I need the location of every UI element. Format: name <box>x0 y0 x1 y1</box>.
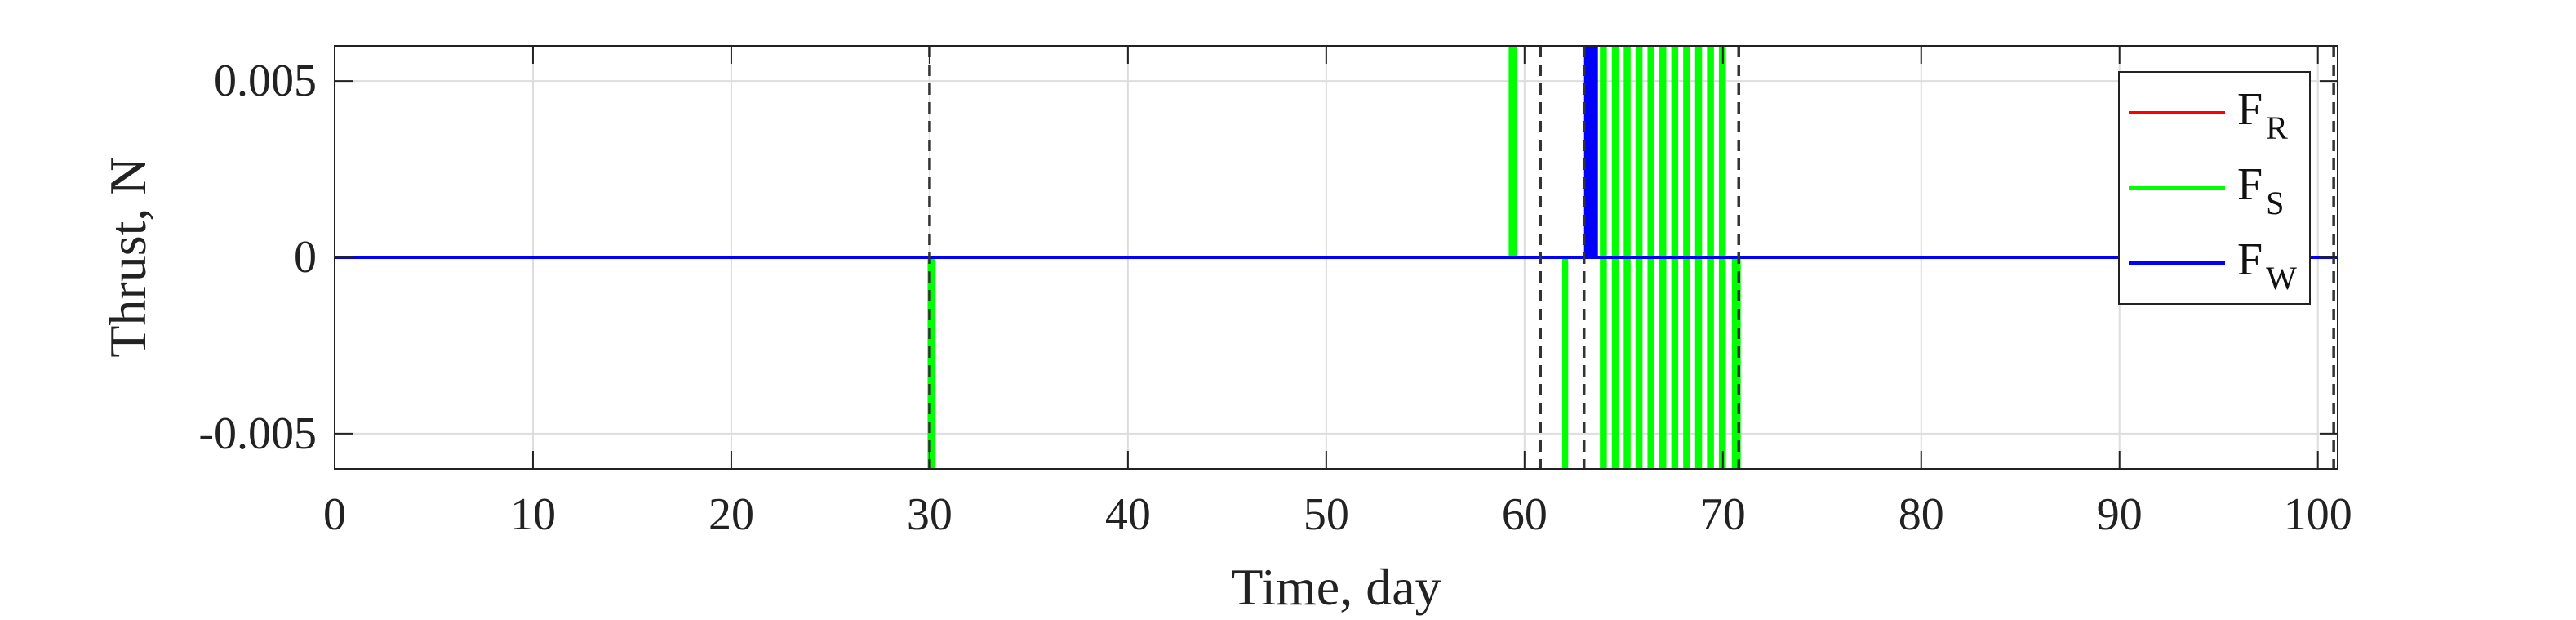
y-axis-label: Thrust, N <box>99 157 157 357</box>
x-tick-label: 50 <box>1304 489 1349 540</box>
pulse-F_S <box>1718 46 1726 257</box>
pulse-F_S <box>1731 257 1741 469</box>
pulse-F_S <box>1561 257 1569 469</box>
pulse-F_S <box>1623 46 1631 257</box>
pulse-F_W <box>1583 46 1598 257</box>
x-tick-label: 60 <box>1502 489 1548 540</box>
x-axis-label: Time, day <box>1231 558 1441 616</box>
pulse-F_S <box>1694 46 1703 257</box>
pulse-F_S <box>1647 257 1654 469</box>
pulse-F_S <box>1718 257 1726 469</box>
plot-series <box>335 46 2338 469</box>
x-tick-label: 100 <box>2284 489 2352 540</box>
x-tick-label: 30 <box>907 489 953 540</box>
y-tick-label: 0 <box>294 232 317 283</box>
pulse-F_S <box>927 257 936 469</box>
x-tick-label: 70 <box>1700 489 1746 540</box>
pulse-F_S <box>1707 46 1714 257</box>
x-tick-label: 20 <box>708 489 754 540</box>
pulse-F_S <box>1623 257 1631 469</box>
x-tick-label: 90 <box>2097 489 2143 540</box>
x-tick-label: 40 <box>1105 489 1151 540</box>
pulse-F_S <box>1508 46 1517 257</box>
x-tick-label: 0 <box>323 489 346 540</box>
pulse-F_S <box>1707 257 1714 469</box>
y-tick-label: -0.005 <box>198 408 317 459</box>
pulse-F_S <box>1683 46 1690 257</box>
pulse-F_S <box>1683 257 1690 469</box>
pulse-F_S <box>1659 257 1667 469</box>
pulse-F_S <box>1600 257 1607 469</box>
pulse-F_S <box>1600 46 1607 257</box>
pulse-F_S <box>1671 257 1679 469</box>
pulse-F_S <box>1694 257 1703 469</box>
pulse-F_S <box>1671 46 1679 257</box>
pulse-F_S <box>1647 46 1654 257</box>
pulse-F_S <box>1659 46 1667 257</box>
y-tick-label: 0.005 <box>214 56 317 106</box>
pulse-F_S <box>1611 46 1619 257</box>
legend: F R F S F W <box>2118 71 2311 305</box>
pulse-F_S <box>1635 46 1643 257</box>
pulse-F_S <box>1635 257 1643 469</box>
pulse-F_S <box>1611 257 1619 469</box>
x-tick-label: 80 <box>1899 489 1944 540</box>
x-tick-label: 10 <box>510 489 556 540</box>
